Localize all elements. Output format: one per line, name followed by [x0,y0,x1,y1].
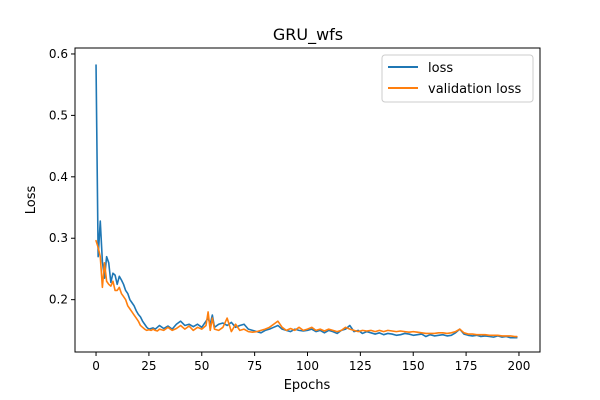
y-tick-label: 0.5 [49,108,68,122]
legend: loss validation loss [381,54,534,103]
chart-title: GRU_wfs [273,25,343,45]
y-tick-label: 0.6 [49,47,68,61]
series-layer [95,64,518,339]
series-line-loss [95,64,518,339]
legend-label-validation-loss: validation loss [428,82,521,97]
y-tick-label: 0.2 [49,293,68,307]
x-tick-label: 0 [92,359,100,373]
legend-label-loss: loss [428,61,453,76]
x-tick-label: 175 [455,359,478,373]
x-tick-label: 200 [508,359,531,373]
y-axis: 0.2 0.3 0.4 0.5 0.6 [49,47,75,307]
x-tick-label: 50 [194,359,209,373]
x-tick-label: 100 [296,359,319,373]
series-line-validation-loss [95,239,518,338]
y-tick-label: 0.3 [49,231,68,245]
x-tick-label: 25 [141,359,156,373]
x-axis: 0 25 50 75 100 125 150 175 200 [92,352,530,373]
x-tick-label: 150 [402,359,425,373]
y-tick-label: 0.4 [49,170,68,184]
x-tick-label: 125 [349,359,372,373]
x-tick-label: 75 [247,359,262,373]
legend-box [381,54,534,103]
y-axis-title: Loss [24,186,39,215]
x-axis-title: Epochs [284,378,331,393]
